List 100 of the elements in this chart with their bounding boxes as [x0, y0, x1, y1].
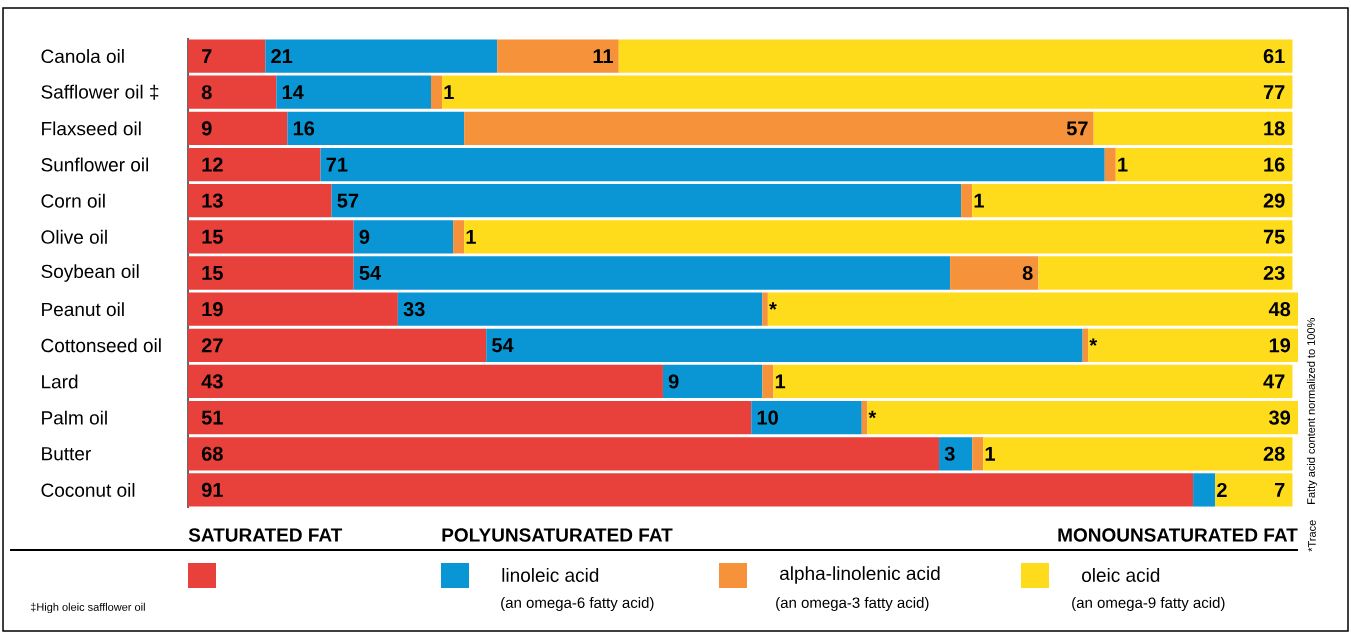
bar [961, 184, 973, 218]
bar [188, 364, 663, 399]
y-tick-label: Olive oil [41, 229, 107, 244]
text: (an omega-9 fatty acid) [1072, 596, 1225, 611]
bar [188, 328, 487, 362]
data-label: 57 [1066, 121, 1088, 136]
bar [762, 364, 774, 399]
bar [1193, 473, 1216, 507]
bar [1215, 473, 1293, 507]
data-label: 19 [202, 302, 223, 317]
bar [464, 111, 1094, 146]
bar [188, 220, 354, 254]
bar [1104, 147, 1116, 182]
bar [188, 184, 332, 218]
data-label: 71 [326, 157, 348, 172]
data-label: 1 [775, 374, 786, 389]
data-label: 1 [985, 446, 995, 461]
data-label: 1 [444, 85, 454, 100]
data-label: 11 [593, 49, 613, 63]
y-tick-label: Corn oil [41, 193, 105, 208]
bar [767, 292, 1298, 326]
data-label: 21 [271, 49, 293, 64]
bar [972, 184, 1293, 218]
data-label: 57 [337, 193, 359, 208]
text: (an omega-6 fatty acid) [501, 596, 654, 611]
data-label: 14 [282, 85, 304, 100]
data-label: 29 [1263, 193, 1285, 208]
bar [939, 437, 973, 471]
bar [353, 256, 951, 290]
data-label: 77 [1263, 85, 1285, 100]
text: POLYUNSATURATED FAT [442, 528, 673, 542]
bar [188, 400, 752, 435]
data-label: 3 [944, 446, 955, 461]
data-label: 54 [492, 338, 514, 353]
text: *Trace [1308, 520, 1316, 552]
bar [188, 473, 1194, 507]
data-label: 61 [1263, 49, 1285, 64]
data-label: 9 [201, 121, 212, 136]
bar [188, 75, 277, 109]
bar [1038, 256, 1293, 290]
bar [287, 111, 465, 146]
data-label: 39 [1269, 410, 1291, 425]
legend-label: oleic acid [1082, 568, 1160, 582]
data-label: 68 [201, 446, 223, 461]
data-label: 1 [466, 229, 476, 244]
data-label: 43 [201, 374, 223, 389]
data-label: 1 [1118, 157, 1128, 172]
data-label: * [769, 302, 777, 310]
y-tick-label: Cottonseed oil [41, 338, 161, 353]
bar [1093, 111, 1293, 146]
data-label: 28 [1263, 446, 1285, 461]
bar [188, 39, 266, 73]
data-label: 2 [1217, 482, 1227, 497]
data-label: 47 [1263, 374, 1285, 389]
bar [983, 437, 1293, 471]
y-tick-label: Palm oil [42, 410, 107, 425]
bar [662, 364, 763, 399]
bar [188, 437, 940, 471]
bar [453, 220, 465, 254]
y-tick-label: Canola oil [41, 49, 124, 64]
text: Fatty acid content normalized to 100% [1306, 318, 1318, 504]
bar [431, 75, 443, 109]
bar [618, 39, 1293, 73]
bar [188, 111, 288, 146]
data-label: 91 [201, 482, 223, 497]
data-label: 1 [974, 193, 984, 208]
data-label: 16 [1264, 157, 1285, 172]
legend-label: alpha-linolenic acid [780, 566, 940, 584]
bar [751, 400, 862, 435]
data-label: 54 [359, 266, 382, 280]
text: MONOUNSATURATED FAT [1058, 528, 1298, 542]
bar [497, 39, 619, 73]
data-label: 15 [202, 266, 223, 280]
data-label: * [1089, 338, 1098, 346]
data-label: 13 [202, 193, 223, 208]
data-label: 48 [1268, 302, 1291, 317]
data-label: 9 [359, 229, 370, 244]
bar [486, 328, 1083, 362]
bar [1115, 147, 1293, 182]
y-tick-label: Peanut oil [42, 302, 124, 317]
text: ‡High oleic safflower oil [30, 602, 145, 614]
legend-label: linoleic acid [502, 568, 599, 582]
data-label: 8 [201, 85, 212, 100]
bar [320, 147, 1105, 182]
bar [397, 292, 763, 326]
data-label: 51 [201, 410, 223, 425]
data-label: 7 [1275, 483, 1285, 497]
y-tick-label: Safflower oil ‡ [41, 84, 159, 100]
y-tick-label: Flaxseed oil [42, 121, 141, 136]
bar [773, 364, 1293, 399]
text: (an omega-3 fatty acid) [776, 596, 929, 611]
bar [265, 39, 498, 73]
data-label: 33 [403, 302, 425, 317]
bar [1088, 328, 1298, 362]
y-tick-label: Soybean oil [41, 264, 139, 282]
bar [353, 220, 454, 254]
series-label: SATURATED FAT [188, 528, 343, 542]
data-label: * [868, 410, 877, 419]
data-label: 10 [757, 410, 778, 425]
data-label: 19 [1269, 338, 1291, 353]
